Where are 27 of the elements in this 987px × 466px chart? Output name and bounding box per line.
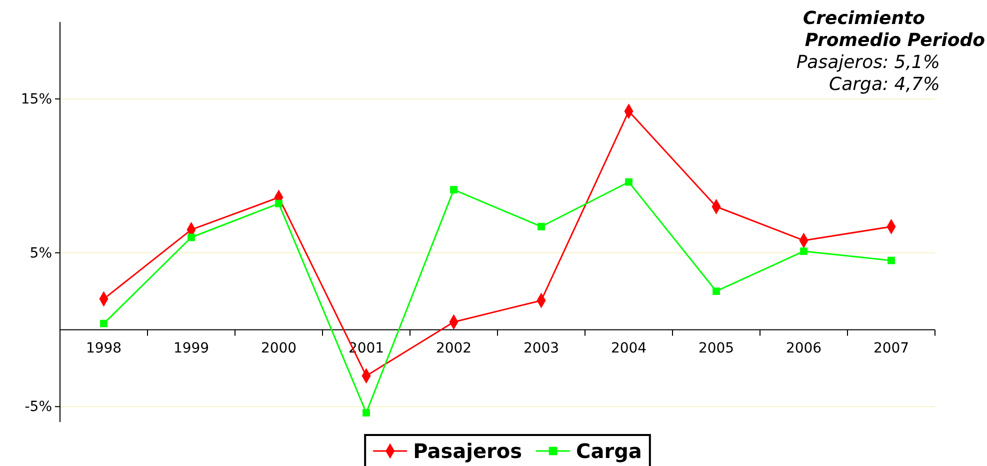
x-tick-label: 2003 — [523, 340, 560, 356]
point — [450, 186, 458, 194]
x-tick-label: 1998 — [86, 340, 122, 356]
x-tick-label: 2000 — [260, 340, 297, 356]
point — [888, 256, 895, 264]
x-tick-label: 1999 — [173, 340, 210, 356]
annotation: Crecimiento Promedio Periodo — [802, 8, 985, 51]
point — [362, 409, 370, 416]
point — [100, 320, 108, 328]
point — [188, 234, 195, 242]
point — [712, 288, 720, 295]
y-tick-label: 5% — [30, 245, 52, 262]
x-tick-label: 2005 — [698, 340, 734, 356]
x-tick-label: 2002 — [436, 340, 472, 356]
annotation: Carga: 4,7% — [829, 74, 940, 95]
y-tick-label: 15% — [20, 91, 52, 108]
point — [800, 248, 808, 255]
annotation: Pasajeros: 5,1% — [796, 52, 940, 73]
point — [625, 178, 632, 186]
legend-label: Carga — [576, 439, 642, 463]
y-tick-label: -5% — [24, 399, 52, 416]
x-tick-label: 2004 — [610, 340, 647, 356]
legend-label: Pasajeros — [413, 439, 522, 463]
x-tick-label: 2007 — [873, 340, 910, 356]
x-tick-label: 2006 — [786, 340, 822, 356]
point — [538, 222, 545, 230]
point — [275, 200, 282, 208]
